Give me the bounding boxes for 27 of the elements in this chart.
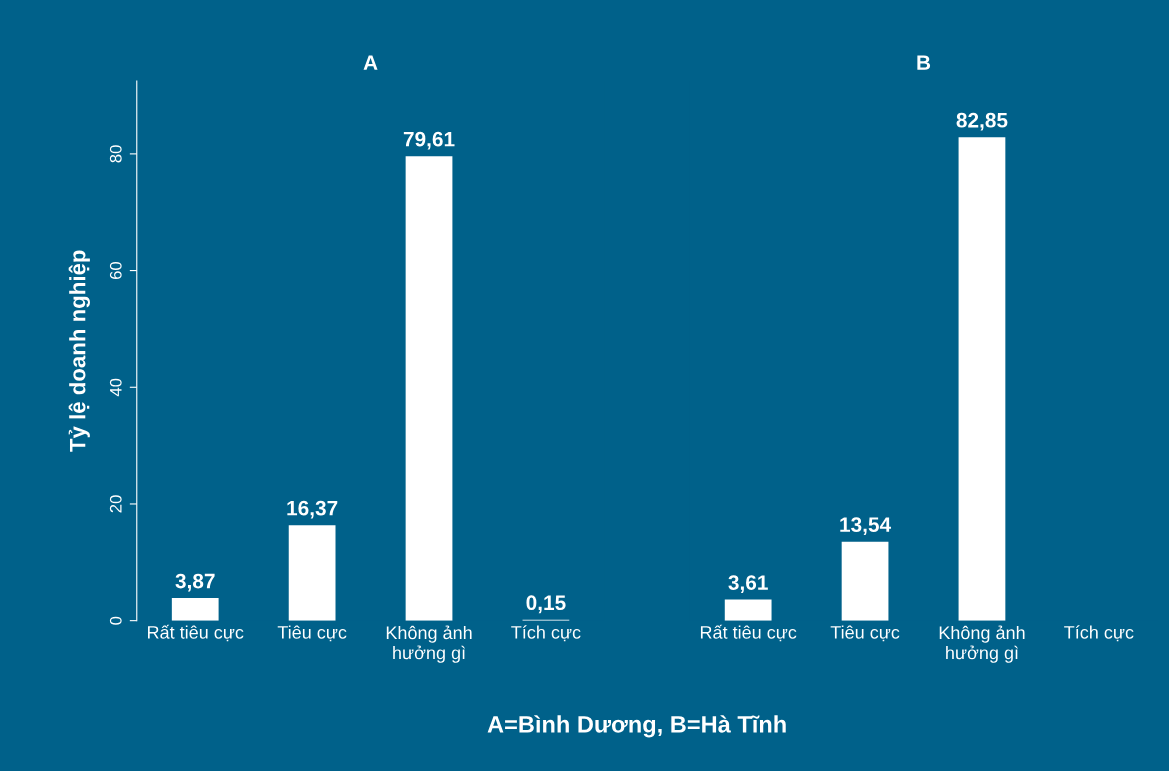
data-label: 82,85 xyxy=(956,112,1008,131)
data-label: 16,37 xyxy=(287,500,338,519)
data-label: 0,15 xyxy=(526,595,566,614)
y-tick-label: 40 xyxy=(109,378,122,397)
data-label: 13,54 xyxy=(840,517,892,535)
chart-title: A xyxy=(363,55,378,70)
bar xyxy=(171,598,219,621)
y-tick-label: 80 xyxy=(109,145,122,163)
bar xyxy=(405,156,453,621)
y-tick-label: 20 xyxy=(109,495,122,513)
x-tick-label: Tiêu cực xyxy=(277,625,347,642)
x-tick-label: Không ảnh hưởng gì xyxy=(939,625,1025,663)
x-tick-label: Tích cực xyxy=(511,625,581,642)
y-tick-label: 0 xyxy=(109,616,122,625)
y-tick-label: 60 xyxy=(109,261,122,279)
data-label: 79,61 xyxy=(403,131,455,150)
x-axis-title: A=Bình Dương, B=Hà Tĩnh xyxy=(487,715,786,738)
x-tick-label: Tiêu cực xyxy=(830,625,900,642)
x-tick-label: Không ảnh hưởng gì xyxy=(386,625,472,663)
data-label: 3,61 xyxy=(728,575,768,593)
y-axis-title: Tỷ lệ doanh nghiệp xyxy=(68,250,90,452)
x-tick-label: Tích cực xyxy=(1064,625,1134,642)
data-label: 3,87 xyxy=(175,573,215,592)
bar xyxy=(288,525,336,621)
x-tick-label: Rất tiêu cực xyxy=(148,624,244,642)
chart-title: B xyxy=(917,55,931,70)
x-tick-label: Rất tiêu cực xyxy=(700,624,797,642)
